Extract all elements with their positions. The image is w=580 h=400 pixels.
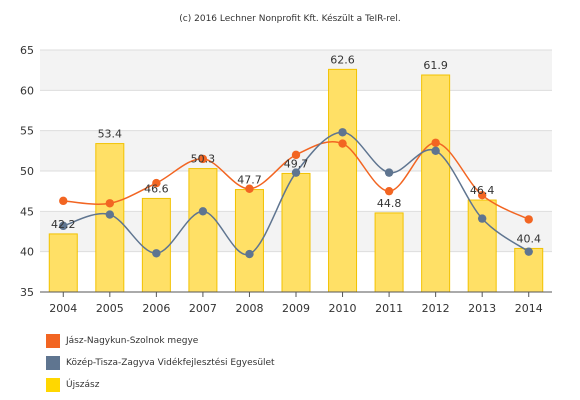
line-point bbox=[524, 247, 533, 256]
y-tick-label: 45 bbox=[20, 205, 34, 218]
legend-item-ujszasz[interactable]: Újszász bbox=[46, 377, 275, 393]
x-tick-label: 2008 bbox=[235, 302, 263, 315]
line-point bbox=[152, 249, 161, 258]
line-point bbox=[384, 186, 394, 196]
bar bbox=[141, 197, 171, 293]
line-point bbox=[198, 154, 208, 164]
legend-label-association: Közép-Tisza-Zagyva Vidékfejlesztési Egye… bbox=[66, 358, 275, 368]
legend-swatch-ujszasz bbox=[46, 378, 60, 392]
legend-label-ujszasz: Újszász bbox=[66, 380, 100, 390]
legend-item-association[interactable]: Közép-Tisza-Zagyva Vidékfejlesztési Egye… bbox=[46, 355, 275, 371]
bar-data-label: 50.3 bbox=[191, 153, 216, 166]
line-point bbox=[291, 150, 301, 160]
y-tick-label: 35 bbox=[20, 286, 34, 299]
line-point bbox=[105, 210, 115, 219]
line-point bbox=[524, 215, 533, 224]
bar-data-label: 61.9 bbox=[423, 59, 448, 72]
line-point bbox=[245, 249, 254, 259]
x-tick-label: 2009 bbox=[282, 302, 310, 315]
bar bbox=[48, 233, 78, 293]
y-tick-label: 50 bbox=[20, 165, 34, 178]
x-tick-label: 2013 bbox=[468, 302, 496, 315]
line-point bbox=[477, 214, 487, 223]
bar-data-label: 40.4 bbox=[516, 232, 541, 245]
bar bbox=[188, 168, 218, 293]
bar-data-label: 49.7 bbox=[284, 157, 309, 170]
y-tick-label: 65 bbox=[20, 44, 34, 57]
bar bbox=[234, 189, 264, 293]
bar bbox=[328, 68, 358, 293]
bar bbox=[467, 199, 497, 293]
x-tick-label: 2011 bbox=[375, 302, 403, 315]
x-tick-label: 2012 bbox=[422, 302, 450, 315]
line-point bbox=[59, 221, 68, 231]
bar-data-label: 46.4 bbox=[470, 184, 495, 197]
line-point bbox=[198, 207, 208, 216]
line-point bbox=[384, 168, 394, 177]
x-tick-label: 2014 bbox=[515, 302, 543, 315]
line-point bbox=[105, 199, 115, 208]
line-point bbox=[152, 178, 161, 188]
line-point bbox=[245, 184, 254, 193]
line-point bbox=[59, 196, 68, 206]
bar-data-label: 46.6 bbox=[144, 182, 169, 195]
y-tick-label: 60 bbox=[20, 84, 34, 97]
line-point bbox=[431, 146, 440, 156]
line-point bbox=[338, 128, 347, 137]
legend: Jász-Nagykun-Szolnok megye Közép-Tisza-Z… bbox=[46, 333, 275, 399]
line-point bbox=[431, 138, 440, 147]
bar-data-label: 47.7 bbox=[237, 174, 262, 187]
legend-label-county: Jász-Nagykun-Szolnok megye bbox=[66, 336, 199, 346]
line-point bbox=[477, 191, 487, 200]
bar bbox=[374, 212, 404, 293]
y-tick-label: 40 bbox=[20, 246, 34, 259]
x-tick-label: 2010 bbox=[329, 302, 357, 315]
x-tick-label: 2006 bbox=[142, 302, 170, 315]
legend-item-county[interactable]: Jász-Nagykun-Szolnok megye bbox=[46, 333, 275, 349]
y-tick-label: 55 bbox=[20, 125, 34, 138]
grid-band bbox=[40, 50, 552, 91]
bar-data-label: 42.2 bbox=[51, 218, 76, 231]
legend-swatch-county bbox=[46, 334, 60, 348]
line-point bbox=[291, 168, 301, 177]
bar bbox=[421, 74, 451, 293]
x-tick-label: 2005 bbox=[96, 302, 124, 315]
legend-swatch-association bbox=[46, 356, 60, 370]
bar-data-label: 44.8 bbox=[377, 197, 402, 210]
x-tick-label: 2007 bbox=[189, 302, 217, 315]
bar bbox=[281, 172, 311, 293]
chart-credit: (c) 2016 Lechner Nonprofit Kft. Készült … bbox=[179, 14, 401, 24]
line-point bbox=[338, 139, 347, 148]
bar-data-label: 62.6 bbox=[330, 53, 355, 66]
bar-data-label: 53.4 bbox=[98, 128, 123, 141]
x-tick-label: 2004 bbox=[49, 302, 77, 315]
